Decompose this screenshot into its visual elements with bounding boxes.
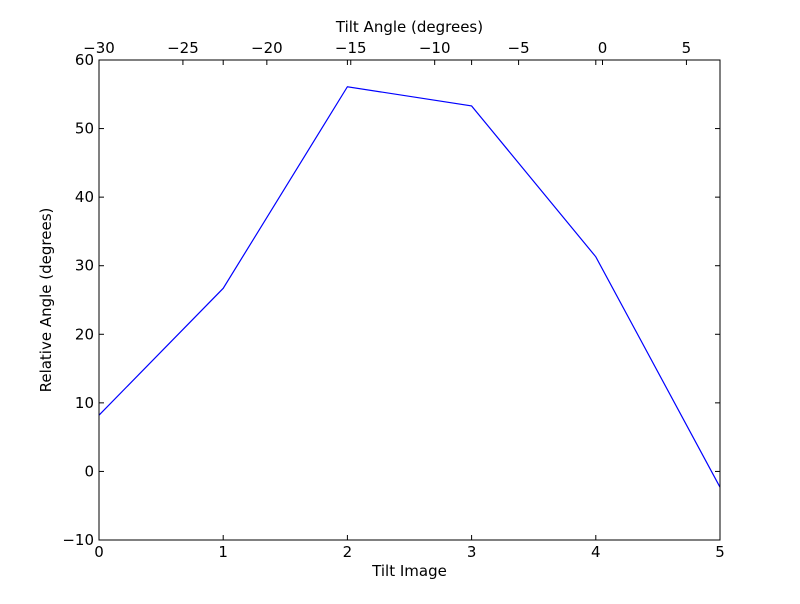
y-tick-label: 10 bbox=[75, 394, 94, 412]
x-tick-label: 2 bbox=[343, 543, 353, 561]
top-x-tick-label: −10 bbox=[419, 39, 451, 57]
y-tick-label: 20 bbox=[75, 325, 94, 343]
top-x-tick-label: −25 bbox=[167, 39, 199, 57]
top-x-tick-label: −20 bbox=[251, 39, 283, 57]
y-tick-label: 30 bbox=[75, 257, 94, 275]
x-tick-label: 5 bbox=[715, 543, 725, 561]
top-x-tick-label: 5 bbox=[682, 39, 692, 57]
x-tick-label: 3 bbox=[467, 543, 477, 561]
top-x-tick-label: 0 bbox=[598, 39, 608, 57]
y-tick-label: −10 bbox=[62, 531, 94, 549]
y-tick-label: 40 bbox=[75, 188, 94, 206]
y-tick-label: 50 bbox=[75, 120, 94, 138]
y-axis-title: Relative Angle (degrees) bbox=[37, 208, 55, 393]
x-tick-label: 0 bbox=[94, 543, 104, 561]
y-tick-label: 0 bbox=[84, 462, 94, 480]
x-axis-title: Tilt Image bbox=[371, 562, 447, 580]
x-tick-label: 4 bbox=[591, 543, 601, 561]
top-x-tick-label: −30 bbox=[83, 39, 115, 57]
top-x-tick-label: −5 bbox=[508, 39, 530, 57]
x-tick-label: 1 bbox=[218, 543, 228, 561]
top-x-tick-label: −15 bbox=[335, 39, 367, 57]
series-line bbox=[98, 86, 721, 488]
y-tick-label: 60 bbox=[75, 51, 94, 69]
top-x-axis-title: Tilt Angle (degrees) bbox=[335, 18, 483, 36]
plot-frame bbox=[98, 59, 721, 541]
